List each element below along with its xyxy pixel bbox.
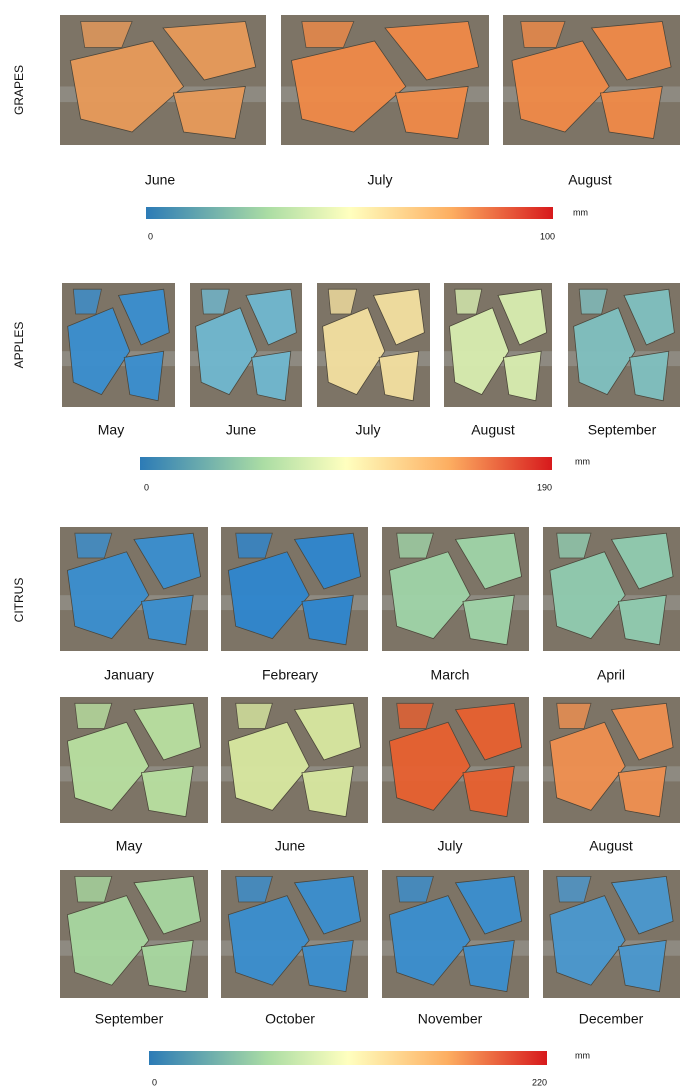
colorbar-min: 0 [148, 231, 153, 241]
irrigated-field [630, 351, 669, 401]
month-label: April [597, 667, 625, 683]
map-image [503, 15, 680, 145]
colorbar-min: 0 [152, 1077, 157, 1087]
colorbar-unit: mm [575, 1050, 590, 1060]
irrigated-field [141, 940, 193, 991]
month-label: November [418, 1011, 483, 1027]
map-image [568, 283, 680, 407]
map-image [543, 870, 680, 998]
section: APPLES May June July August September mm 0 190 [12, 283, 680, 492]
irrigated-field [618, 595, 666, 645]
map-image [62, 283, 175, 407]
map-image [60, 697, 208, 823]
colorbar-max: 100 [540, 231, 555, 241]
irrigated-field [141, 766, 193, 816]
month-label: May [116, 838, 142, 854]
section-label: GRAPES [12, 65, 26, 115]
map-image [444, 283, 552, 407]
map-image [190, 283, 302, 407]
map-image [60, 870, 208, 998]
map-image [60, 527, 208, 651]
irrigated-field [395, 87, 468, 139]
figure: GRAPES June July August mm 0 100 APPLES May June J… [0, 0, 680, 1088]
irrigated-field [141, 595, 193, 645]
map-image [281, 15, 489, 145]
section: CITRUS January Febreary March April May June Ju… [12, 527, 680, 1087]
month-label: January [104, 667, 154, 683]
colorbar [146, 207, 553, 219]
month-label: October [265, 1011, 315, 1027]
map-image [317, 283, 430, 407]
irrigated-field [463, 940, 514, 991]
irrigated-field [124, 351, 164, 401]
month-label: Febreary [262, 667, 318, 683]
section-label: CITRUS [12, 578, 26, 623]
map-image [221, 697, 368, 823]
irrigated-field [302, 595, 353, 645]
month-label: August [589, 838, 633, 854]
colorbar-unit: mm [575, 456, 590, 466]
map-image [221, 527, 368, 651]
month-label: July [438, 838, 463, 854]
month-label: August [568, 172, 612, 188]
month-label: June [275, 838, 306, 854]
month-label: September [588, 422, 657, 438]
irrigated-field [252, 351, 291, 401]
map-image [382, 527, 529, 651]
irrigated-field [463, 595, 514, 645]
colorbar-min: 0 [144, 482, 149, 492]
map-image [60, 15, 266, 145]
map-image [543, 697, 680, 823]
irrigated-field [302, 940, 353, 991]
irrigated-field [618, 940, 666, 991]
irrigated-field [173, 87, 245, 139]
colorbar [149, 1051, 547, 1065]
irrigated-field [379, 351, 419, 401]
month-label: May [98, 422, 124, 438]
month-label: December [579, 1011, 644, 1027]
month-label: July [356, 422, 381, 438]
irrigated-field [503, 351, 541, 401]
section-label: APPLES [12, 322, 26, 369]
month-label: March [431, 667, 470, 683]
colorbar-max: 190 [537, 482, 552, 492]
map-image [543, 527, 680, 651]
month-label: August [471, 422, 515, 438]
irrigated-field [463, 766, 514, 816]
colorbar [140, 457, 552, 470]
map-image [221, 870, 368, 998]
irrigated-field [302, 766, 353, 816]
colorbar-unit: mm [573, 207, 588, 217]
irrigated-field [600, 87, 662, 139]
month-label: June [226, 422, 257, 438]
colorbar-max: 220 [532, 1077, 547, 1087]
month-label: July [368, 172, 393, 188]
month-label: September [95, 1011, 164, 1027]
month-label: June [145, 172, 176, 188]
map-image [382, 697, 529, 823]
irrigated-field [618, 766, 666, 816]
map-image [382, 870, 529, 998]
section: GRAPES June July August mm 0 100 [12, 15, 680, 241]
